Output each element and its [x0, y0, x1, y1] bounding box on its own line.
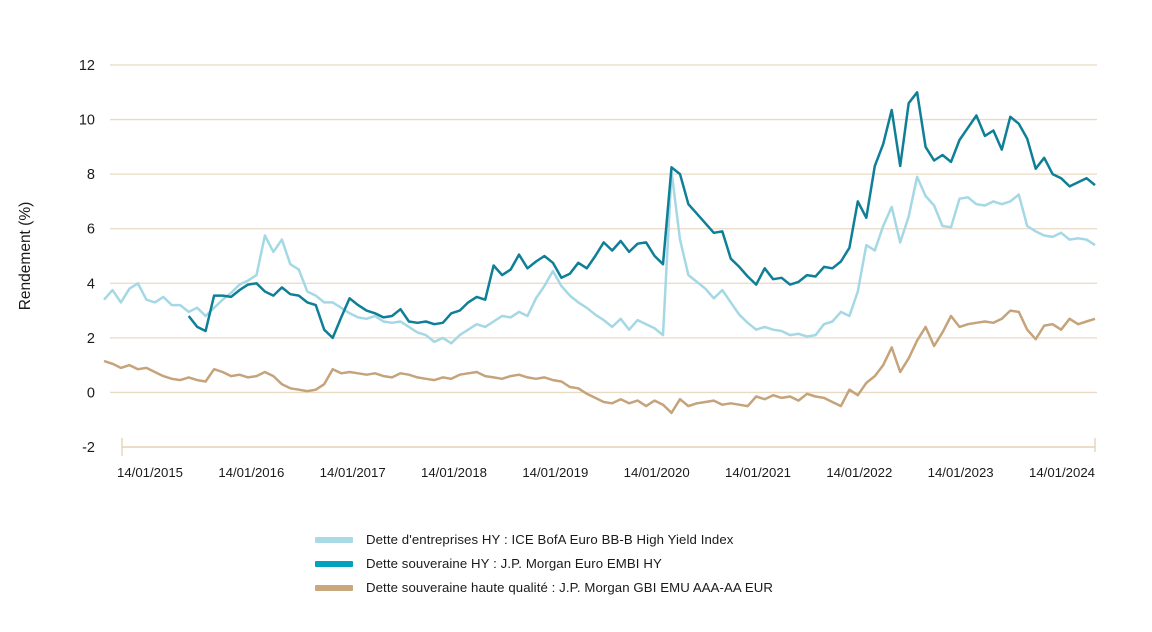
- y-tick-label--2: -2: [82, 440, 95, 456]
- y-tick-label-2: 2: [87, 331, 95, 347]
- x-tick-label-7: 14/01/2021: [725, 465, 791, 480]
- series-line-corporate-hy: [103, 170, 1096, 345]
- y-tick-label-4: 4: [87, 276, 95, 292]
- y-tick-label-6: 6: [87, 222, 95, 238]
- legend-label-sovereign-hy: Dette souveraine HY : J.P. Morgan Euro E…: [366, 556, 662, 571]
- x-tick-label-3: 14/01/2017: [320, 465, 386, 480]
- legend-item-sovereign-quality: Dette souveraine haute qualité : J.P. Mo…: [315, 580, 773, 595]
- y-axis-title: Rendement (%): [17, 202, 34, 311]
- legend-label-sovereign-quality: Dette souveraine haute qualité : J.P. Mo…: [366, 580, 774, 595]
- chart-legend: Dette d'entreprises HY : ICE BofA Euro B…: [315, 532, 773, 595]
- series-line-sovereign-quality: [103, 309, 1096, 415]
- x-tick-label-2: 14/01/2016: [218, 465, 284, 480]
- legend-swatch-sovereign-hy: [315, 560, 353, 567]
- x-tick-label-1: 14/01/2015: [117, 465, 183, 480]
- legend-swatch-sovereign-quality: [315, 584, 353, 591]
- legend-label-corporate-hy: Dette d'entreprises HY : ICE BofA Euro B…: [366, 532, 734, 547]
- x-tick-label-6: 14/01/2020: [624, 465, 690, 480]
- legend-item-corporate-hy: Dette d'entreprises HY : ICE BofA Euro B…: [315, 532, 773, 547]
- x-tick-label-4: 14/01/2018: [421, 465, 487, 480]
- x-tick-label-9: 14/01/2023: [928, 465, 994, 480]
- y-tick-label-0: 0: [87, 385, 95, 401]
- legend-item-sovereign-hy: Dette souveraine HY : J.P. Morgan Euro E…: [315, 556, 773, 571]
- legend-swatch-corporate-hy: [315, 536, 353, 543]
- y-tick-label-12: 12: [79, 58, 95, 74]
- x-tick-label-5: 14/01/2019: [522, 465, 588, 480]
- y-tick-label-10: 10: [79, 113, 95, 129]
- x-tick-label-8: 14/01/2022: [826, 465, 892, 480]
- series-line-sovereign-hy: [187, 91, 1096, 340]
- x-tick-label-10: 14/01/2024: [1029, 465, 1095, 480]
- y-tick-label-8: 8: [87, 167, 95, 183]
